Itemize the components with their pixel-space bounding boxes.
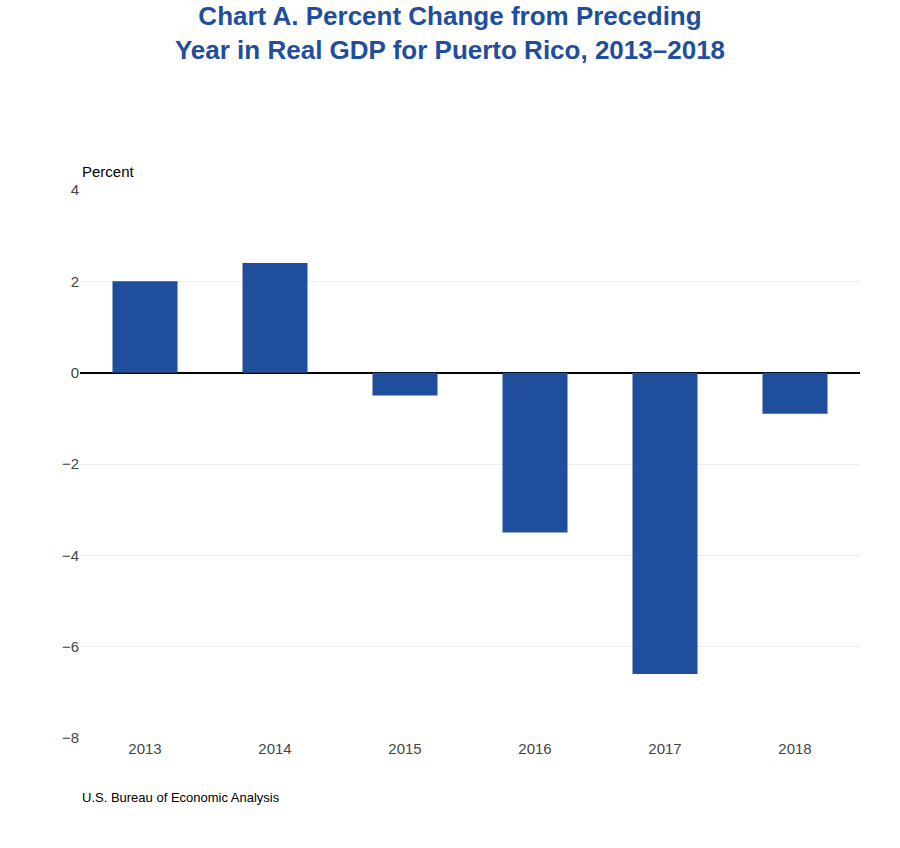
svg-text:2016: 2016 <box>518 740 551 757</box>
svg-text:−6: −6 <box>62 638 79 655</box>
svg-text:Chart A. Percent Change from P: Chart A. Percent Change from PrecedingYe… <box>175 1 725 65</box>
svg-text:2015: 2015 <box>388 740 421 757</box>
svg-text:2018: 2018 <box>778 740 811 757</box>
svg-text:2014: 2014 <box>258 740 291 757</box>
svg-text:0: 0 <box>71 364 79 381</box>
svg-text:−2: −2 <box>62 455 79 472</box>
svg-text:−8: −8 <box>62 729 79 746</box>
svg-text:2013: 2013 <box>128 740 161 757</box>
svg-text:U.S. Bureau of Economic Analys: U.S. Bureau of Economic Analysis <box>82 790 280 805</box>
svg-text:2: 2 <box>71 273 79 290</box>
svg-text:2017: 2017 <box>648 740 681 757</box>
svg-text:4: 4 <box>71 181 79 198</box>
svg-text:−4: −4 <box>62 547 79 564</box>
svg-text:Percent: Percent <box>82 163 135 180</box>
